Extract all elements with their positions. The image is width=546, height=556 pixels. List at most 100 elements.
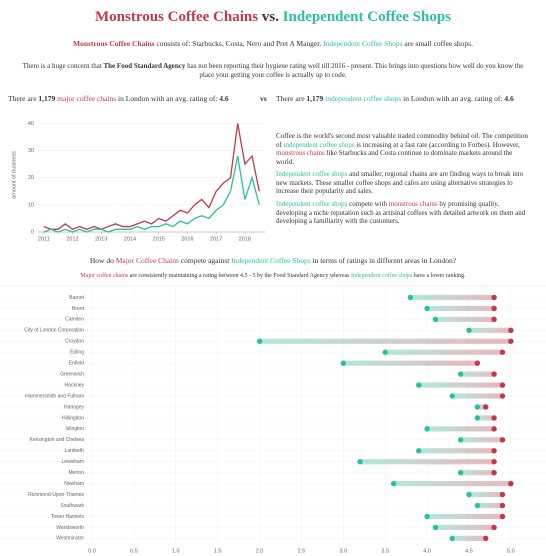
connector — [393, 481, 511, 487]
category-label: Newham — [64, 481, 84, 487]
dot — [499, 437, 506, 443]
text-run: by promising quality, developing a niche… — [276, 200, 526, 225]
category-label: City of London Corporation — [24, 328, 84, 334]
line-chart: 0 10 20 30 40 2011 2012 2013 2014 2015 2016 2017 201… — [11, 121, 265, 242]
connector — [360, 459, 495, 465]
category-label: Lambeth — [65, 448, 85, 454]
connector — [410, 294, 495, 301]
x-tick-label: 4.0 — [423, 548, 431, 554]
connector — [477, 502, 503, 509]
concern: There is a huge concern that The Food St… — [20, 62, 526, 79]
connector — [427, 513, 503, 520]
category-label: Wandsworth — [56, 525, 84, 531]
text-run: Major coffee chains — [80, 273, 129, 279]
y-tick-label: 40 — [28, 121, 34, 127]
category-label: Kensington and Chelsea — [30, 437, 85, 443]
connector — [460, 470, 495, 476]
x-tick-label: 2.0 — [256, 548, 264, 554]
x-tick-label: 5.0 — [507, 548, 515, 554]
dot — [340, 360, 347, 366]
y-tick-label: 30 — [28, 148, 34, 154]
text-run: Independent coffee shops — [276, 170, 348, 178]
dot — [457, 469, 464, 476]
connector — [452, 535, 486, 541]
text-run: in terms of ratings in different areas i… — [310, 256, 457, 265]
x-tick-label: 2013 — [95, 236, 107, 242]
paragraph: Independent coffee shops and smaller, re… — [276, 170, 531, 196]
connector — [477, 404, 486, 410]
dot — [499, 502, 506, 509]
dot — [466, 491, 472, 498]
text-run: compete with — [347, 200, 389, 208]
y-label: amount of business — [11, 151, 17, 199]
category-label: Lewisham — [61, 459, 84, 465]
dot — [424, 305, 430, 312]
x-tick-label: 2017 — [210, 236, 222, 242]
text-run: monstrous chains — [388, 200, 438, 208]
text-run: Monstrous Coffee Chains — [94, 9, 259, 25]
category-label: Barnet — [69, 295, 84, 301]
category-label: Brent — [72, 306, 85, 312]
text-run: There is a huge concern that — [22, 62, 104, 70]
dot — [491, 316, 497, 323]
x-tick-label: 2018 — [239, 236, 251, 242]
dot — [483, 535, 489, 542]
category-label: Westminster — [56, 536, 84, 542]
note: Major coffee chains are consistently mai… — [0, 272, 546, 281]
text-run: have a lower ranking. — [412, 273, 466, 279]
dot — [416, 448, 422, 454]
dot — [491, 415, 497, 421]
category-label: Greenwich — [60, 371, 84, 377]
dot — [508, 327, 514, 334]
text-run: Major Coffee Chains — [115, 256, 179, 265]
dot — [491, 294, 497, 301]
text-run: 1,179 — [38, 94, 56, 103]
intro: Monstrous Coffee Chains consists of: Sta… — [0, 39, 546, 49]
category-label: Hillingdon — [62, 415, 84, 421]
text-run: are consistently maintaining a rating be… — [128, 273, 351, 279]
x-tick-label: 3.0 — [339, 548, 347, 554]
text-run: Independent Coffee Shops — [323, 39, 403, 48]
connector — [435, 524, 495, 531]
category-label: Hackney — [65, 382, 85, 388]
dot — [508, 480, 514, 487]
connector — [468, 491, 503, 498]
x-tick-label: 2012 — [66, 236, 78, 242]
category-label: Southwark — [60, 503, 84, 509]
x-tick-label: 2.5 — [298, 548, 306, 554]
dumbbell-chart: 0.00.51.01.52.02.53.03.54.04.55.0Rating … — [0, 285, 546, 554]
dot — [499, 393, 506, 399]
dot — [474, 502, 481, 509]
text-run: Independent Coffee Shops — [231, 256, 311, 265]
text-run: has not been reporting their hygiene rat… — [185, 62, 524, 79]
dot — [499, 349, 506, 355]
category-label: Tower Hamlets — [51, 514, 85, 520]
text-run: independent coffee shops — [283, 140, 355, 149]
text-run: Independent coffee shops — [276, 200, 348, 208]
text-run: like Starbucks and Costa continue to dom… — [276, 149, 513, 166]
dot — [357, 459, 363, 465]
x-tick-label: 2014 — [124, 236, 136, 242]
category-label: Merton — [68, 470, 84, 476]
x-tick-label: 4.5 — [465, 548, 473, 554]
dot — [449, 393, 455, 399]
x-tick-label: 0.5 — [130, 548, 138, 554]
category-label: Richmond-Upon-Thames — [28, 492, 84, 498]
dot — [491, 469, 497, 476]
x-tick-label: 2015 — [153, 236, 165, 242]
connector — [427, 426, 495, 432]
y-tick-label: 20 — [28, 175, 34, 181]
dot — [432, 524, 439, 531]
x-tick-label: 3.5 — [381, 548, 389, 554]
category-label: Enfield — [69, 361, 85, 367]
dot — [491, 459, 497, 465]
x-tick-label: 1.5 — [214, 548, 222, 554]
dot — [491, 448, 497, 454]
vs: vs — [260, 94, 267, 103]
x-tick-label: 1.0 — [172, 548, 180, 554]
text-run: independent coffee shops — [323, 94, 402, 103]
text-run: Coffee is the world's second most valuab… — [276, 132, 528, 149]
paragraph: Coffee is the world's second most valuab… — [276, 132, 531, 166]
text-run: 4.6 — [504, 94, 514, 103]
category-label: Ealing — [70, 350, 84, 356]
